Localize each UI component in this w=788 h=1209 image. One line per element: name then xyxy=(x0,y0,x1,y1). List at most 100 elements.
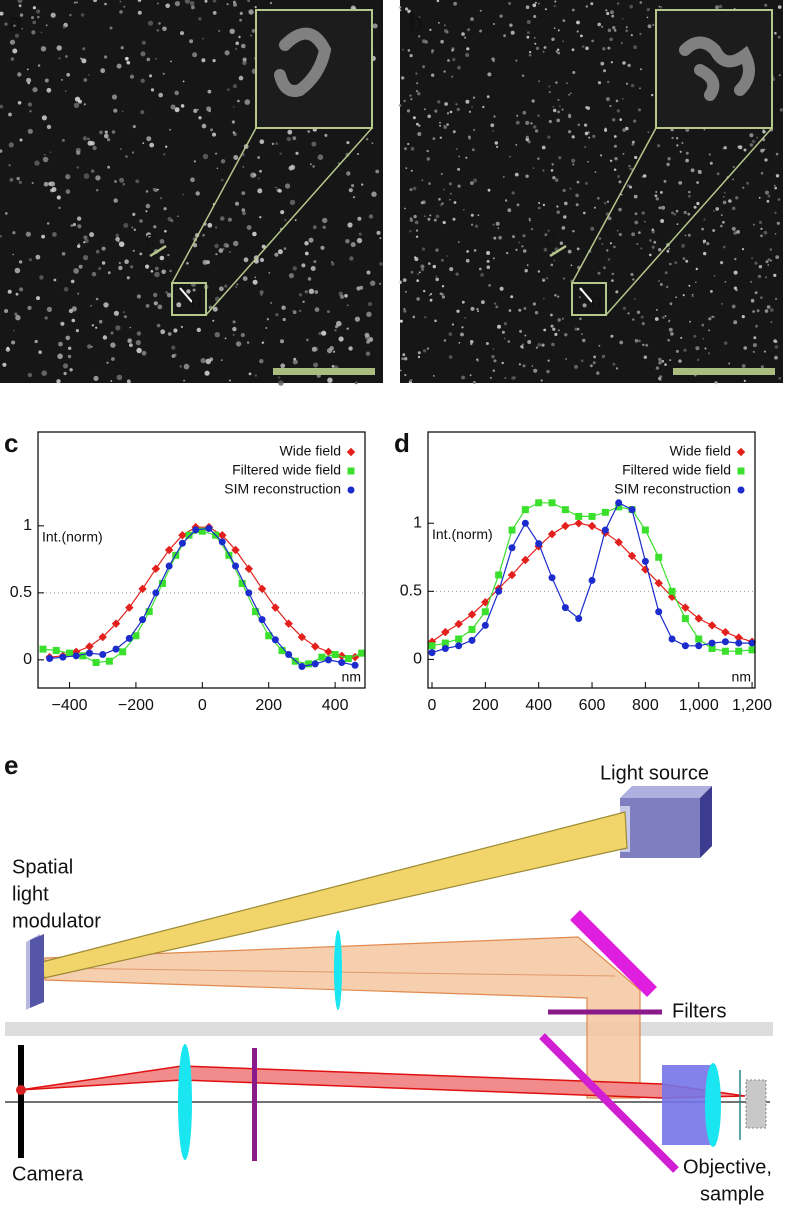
legend-marker xyxy=(737,467,745,475)
speckle xyxy=(410,147,415,151)
speckle xyxy=(227,88,230,91)
speckle xyxy=(170,60,172,63)
data-point xyxy=(85,642,94,651)
speckle xyxy=(180,31,184,36)
speckle xyxy=(214,332,220,338)
data-point xyxy=(112,645,120,653)
speckle xyxy=(592,134,596,138)
speckle xyxy=(527,340,532,344)
speckle xyxy=(162,72,165,75)
speckle xyxy=(620,42,623,44)
data-point xyxy=(681,615,689,623)
speckle xyxy=(532,302,536,306)
speckle xyxy=(720,224,723,228)
speckle xyxy=(470,223,474,226)
speckle xyxy=(540,379,543,382)
speckle xyxy=(193,160,197,163)
data-point xyxy=(338,659,346,667)
speckle xyxy=(62,25,66,29)
data-point xyxy=(351,661,359,669)
speckle xyxy=(12,231,16,235)
speckle xyxy=(149,142,155,148)
speckle xyxy=(664,271,668,275)
speckle xyxy=(614,157,618,161)
speckle xyxy=(598,344,601,347)
speckle xyxy=(453,201,457,204)
speckle xyxy=(469,374,472,377)
data-point xyxy=(521,506,529,514)
speckle xyxy=(779,108,784,112)
speckle xyxy=(268,272,271,274)
data-point xyxy=(138,584,147,594)
speckle xyxy=(558,105,561,108)
speckle xyxy=(15,315,21,321)
speckle xyxy=(107,271,111,275)
speckle xyxy=(27,305,32,310)
speckle xyxy=(110,342,116,348)
speckle xyxy=(678,181,683,185)
speckle xyxy=(486,95,490,99)
speckle xyxy=(668,247,671,250)
label: Camera xyxy=(12,1163,84,1185)
speckle xyxy=(292,136,297,141)
speckle xyxy=(458,341,461,344)
speckle xyxy=(606,200,610,203)
data-point xyxy=(205,525,213,533)
speckle xyxy=(139,219,143,223)
speckle xyxy=(169,128,172,131)
data-point xyxy=(561,506,569,514)
data-point xyxy=(721,647,729,655)
speckle xyxy=(429,294,431,297)
speckle xyxy=(93,0,98,3)
data-point xyxy=(145,608,153,616)
speckle xyxy=(622,306,626,310)
speckle xyxy=(416,82,419,85)
speckle xyxy=(65,335,71,341)
speckle xyxy=(557,51,561,55)
data-point xyxy=(601,508,609,516)
speckle xyxy=(695,267,698,271)
speckle xyxy=(722,195,725,198)
speckle xyxy=(242,57,247,62)
data-point xyxy=(468,636,476,644)
speckle xyxy=(674,261,678,265)
speckle xyxy=(83,173,90,179)
speckle xyxy=(40,31,43,34)
speckle xyxy=(441,285,445,288)
annotation: d xyxy=(591,291,602,313)
speckle xyxy=(526,20,531,24)
speckle xyxy=(78,99,82,104)
speckle xyxy=(666,249,670,253)
speckle xyxy=(592,361,596,365)
speckle xyxy=(313,362,319,368)
speckle xyxy=(743,346,747,350)
speckle xyxy=(311,346,317,352)
speckle xyxy=(486,259,490,263)
micrograph: c d a xyxy=(0,0,383,386)
speckle xyxy=(233,2,237,7)
speckle xyxy=(600,154,603,157)
fit-line xyxy=(49,527,356,668)
speckle xyxy=(576,30,579,33)
speckle xyxy=(140,78,145,84)
light-source xyxy=(620,798,700,858)
speckle xyxy=(518,241,521,244)
speckle xyxy=(136,331,142,336)
speckle xyxy=(582,303,587,308)
speckle xyxy=(546,369,550,374)
speckle xyxy=(149,74,152,78)
speckle xyxy=(448,355,453,359)
speckle xyxy=(410,169,413,172)
speckle xyxy=(613,245,616,249)
speckle xyxy=(603,201,607,205)
speckle xyxy=(129,326,132,329)
data-point xyxy=(521,555,530,565)
speckle xyxy=(51,187,57,192)
speckle xyxy=(452,217,456,221)
speckle xyxy=(769,259,773,262)
speckle xyxy=(688,194,691,198)
data-point xyxy=(481,621,489,629)
speckle xyxy=(548,85,551,88)
speckle xyxy=(722,245,726,249)
speckle xyxy=(327,310,330,313)
